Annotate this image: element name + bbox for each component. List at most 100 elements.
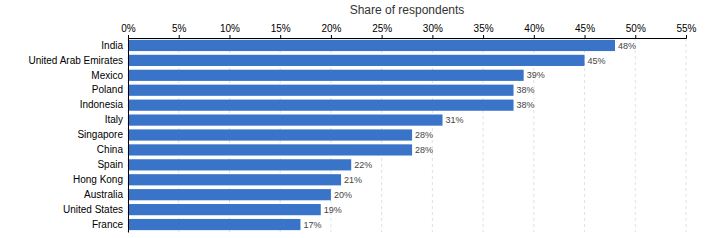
bars bbox=[128, 40, 615, 230]
y-tick: United Arab Emirates bbox=[29, 55, 129, 66]
tick-label: 45% bbox=[575, 23, 595, 34]
tick-label: Singapore bbox=[77, 129, 123, 140]
x-tick: 40% bbox=[524, 23, 544, 38]
y-tick: Singapore bbox=[77, 129, 128, 140]
tick-mark bbox=[280, 35, 281, 38]
data-label: 45% bbox=[588, 56, 606, 66]
chart-svg: 0% 5% 10% 15% 20% 25% 30% 35% 40% 45% 50% 55% France… bbox=[0, 0, 720, 238]
tick-label: 15% bbox=[271, 23, 291, 34]
tick-mark bbox=[331, 35, 332, 38]
y-tick: Poland bbox=[92, 84, 128, 95]
y-tick: Italy bbox=[105, 114, 128, 125]
tick-label: 25% bbox=[372, 23, 392, 34]
tick-label: France bbox=[92, 219, 124, 230]
tick-mark bbox=[585, 35, 586, 38]
y-tick: Australia bbox=[84, 189, 128, 200]
y-tick: India bbox=[101, 40, 128, 51]
data-label: 38% bbox=[517, 85, 535, 95]
y-tick: Spain bbox=[97, 159, 128, 170]
x-tick: 15% bbox=[271, 23, 291, 38]
y-tick: Hong Kong bbox=[73, 174, 128, 185]
grid-line bbox=[128, 38, 129, 232]
y-tick: Mexico bbox=[91, 70, 128, 81]
x-tick: 55% bbox=[676, 23, 696, 38]
data-label: 28% bbox=[415, 145, 433, 155]
x-axis: 0% 5% 10% 15% 20% 25% 30% 35% 40% 45% 50% 55% bbox=[121, 23, 696, 39]
grid-line bbox=[483, 38, 484, 232]
data-label: 20% bbox=[334, 190, 352, 200]
tick-mark bbox=[229, 35, 230, 38]
y-tick: France bbox=[92, 219, 128, 230]
tick-label: Spain bbox=[97, 159, 123, 170]
data-label: 31% bbox=[446, 115, 464, 125]
grid-line bbox=[635, 38, 636, 232]
tick-mark bbox=[686, 35, 687, 38]
bar bbox=[128, 85, 514, 96]
tick-mark bbox=[128, 35, 129, 38]
bar bbox=[128, 204, 321, 215]
x-tick: 45% bbox=[575, 23, 595, 38]
x-tick: 5% bbox=[172, 23, 187, 38]
bar bbox=[128, 159, 351, 170]
tick-label: Australia bbox=[84, 189, 123, 200]
x-tick: 35% bbox=[474, 23, 494, 38]
data-label: 48% bbox=[618, 41, 636, 51]
axis-line bbox=[129, 35, 687, 39]
x-tick: 50% bbox=[626, 23, 646, 38]
tick-label: 20% bbox=[321, 23, 341, 34]
bar bbox=[128, 174, 341, 185]
tick-mark bbox=[483, 35, 484, 38]
tick-mark bbox=[179, 35, 180, 38]
x-tick: 20% bbox=[321, 23, 341, 38]
tick-mark bbox=[534, 35, 535, 38]
data-label: 21% bbox=[344, 175, 362, 185]
x-tick: 30% bbox=[423, 23, 443, 38]
grid-line bbox=[584, 38, 585, 232]
x-tick: 25% bbox=[372, 23, 392, 38]
tick-label: United States bbox=[63, 204, 123, 215]
tick-label: China bbox=[97, 144, 124, 155]
grid-line bbox=[533, 38, 534, 232]
tick-mark bbox=[432, 35, 433, 38]
bar bbox=[128, 189, 331, 200]
bar bbox=[128, 129, 412, 140]
bar bbox=[128, 114, 443, 125]
data-label: 22% bbox=[354, 160, 372, 170]
title: Share of respondents bbox=[350, 3, 465, 17]
data-label: 38% bbox=[517, 100, 535, 110]
bar bbox=[128, 144, 412, 155]
bar bbox=[128, 55, 585, 66]
tick-label: United Arab Emirates bbox=[29, 55, 124, 66]
tick-label: 35% bbox=[474, 23, 494, 34]
bar bbox=[128, 100, 514, 111]
tick-label: 50% bbox=[626, 23, 646, 34]
y-axis: France United States Australia Hong Kong Spa… bbox=[29, 39, 129, 233]
tick-label: India bbox=[101, 40, 123, 51]
data-label: 17% bbox=[303, 220, 321, 230]
tick-label: Italy bbox=[105, 114, 123, 125]
y-tick: Indonesia bbox=[80, 99, 128, 110]
data-label: 39% bbox=[527, 70, 545, 80]
data-label: 28% bbox=[415, 130, 433, 140]
tick-label: 0% bbox=[121, 23, 136, 34]
data-labels: 17%19%20%21%22%28%28%31%38%38%39%45%48% bbox=[303, 41, 636, 230]
tick-label: 10% bbox=[220, 23, 240, 34]
x-tick: 10% bbox=[220, 23, 240, 38]
y-tick: China bbox=[97, 144, 128, 155]
bar bbox=[128, 70, 524, 81]
tick-label: 30% bbox=[423, 23, 443, 34]
chart-container: 0% 5% 10% 15% 20% 25% 30% 35% 40% 45% 50% 55% France… bbox=[0, 0, 720, 238]
bar bbox=[128, 40, 615, 51]
plot-area: 0% 5% 10% 15% 20% 25% 30% 35% 40% 45% 50% 55% France… bbox=[29, 23, 697, 233]
tick-label: Indonesia bbox=[80, 99, 124, 110]
tick-label: Hong Kong bbox=[73, 174, 123, 185]
tick-mark bbox=[382, 35, 383, 38]
tick-label: 5% bbox=[172, 23, 187, 34]
tick-mark bbox=[635, 35, 636, 38]
bar bbox=[128, 219, 300, 230]
tick-label: 55% bbox=[676, 23, 696, 34]
tick-label: Mexico bbox=[91, 70, 123, 81]
y-tick: United States bbox=[63, 204, 128, 215]
tick-label: Poland bbox=[92, 84, 123, 95]
grid-line bbox=[686, 38, 687, 232]
